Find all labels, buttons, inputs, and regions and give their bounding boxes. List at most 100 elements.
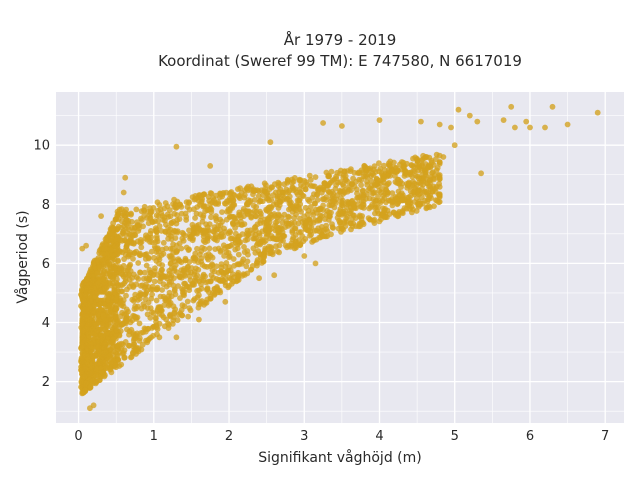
data-point (326, 173, 332, 179)
data-point (245, 251, 251, 258)
data-point (427, 179, 434, 186)
data-point (370, 196, 377, 203)
data-point (381, 214, 388, 221)
data-point (594, 109, 601, 116)
data-point (144, 215, 150, 221)
data-point (126, 249, 133, 256)
data-point (188, 269, 194, 276)
data-point (158, 267, 165, 273)
data-point (202, 229, 209, 236)
data-point (367, 204, 374, 210)
data-point (159, 271, 166, 278)
data-point (131, 341, 138, 347)
data-point (399, 209, 406, 216)
data-point (150, 310, 157, 317)
data-point (339, 123, 345, 129)
data-point (79, 286, 85, 293)
data-point (114, 343, 120, 349)
data-point (326, 202, 333, 209)
data-point (478, 170, 484, 177)
data-point (86, 321, 92, 328)
data-point (277, 199, 284, 205)
data-point (353, 186, 360, 193)
data-point (223, 260, 230, 266)
data-point (157, 206, 164, 213)
data-point (466, 112, 473, 119)
data-point (172, 201, 179, 208)
data-point (347, 208, 353, 215)
data-point (179, 229, 186, 236)
data-point (280, 233, 287, 239)
data-point (268, 212, 274, 218)
data-point (135, 260, 142, 266)
data-point (237, 185, 244, 192)
data-point (171, 227, 178, 234)
data-point (418, 118, 424, 125)
data-point (440, 154, 447, 160)
data-point (109, 227, 116, 233)
data-point (147, 314, 154, 321)
data-point (192, 215, 199, 221)
data-point (358, 177, 365, 184)
data-point (376, 117, 383, 123)
data-point (104, 316, 111, 323)
data-point (191, 281, 198, 288)
data-point (94, 280, 101, 287)
data-point (371, 216, 378, 223)
data-point (375, 193, 381, 200)
data-point (145, 325, 152, 332)
data-point (285, 178, 291, 184)
data-point (168, 255, 174, 262)
data-point (324, 228, 331, 235)
data-point (79, 320, 86, 327)
data-point (143, 262, 150, 269)
data-point (170, 241, 177, 248)
data-point (166, 207, 173, 214)
data-point (364, 173, 370, 180)
data-point (99, 334, 106, 340)
data-point (283, 220, 290, 227)
data-point (204, 286, 211, 292)
data-point (392, 168, 399, 175)
data-point (92, 321, 99, 328)
data-point (177, 295, 183, 301)
data-point (84, 326, 90, 332)
data-point (542, 124, 548, 131)
data-point (100, 257, 107, 263)
data-point (148, 228, 154, 234)
data-point (152, 225, 159, 232)
data-point (275, 232, 282, 239)
data-point (311, 237, 317, 244)
data-point (183, 217, 190, 223)
data-point (199, 298, 205, 304)
data-point (103, 365, 110, 371)
data-point (270, 192, 277, 199)
data-point (341, 218, 348, 225)
data-point (360, 205, 367, 211)
data-point (179, 312, 185, 319)
data-point (128, 218, 135, 225)
data-point (117, 313, 124, 320)
data-point (349, 197, 356, 204)
data-point (122, 267, 129, 274)
data-point (87, 306, 93, 312)
data-point (269, 184, 275, 191)
data-point (137, 269, 144, 276)
data-point (206, 245, 213, 252)
data-point (312, 260, 319, 267)
data-point (200, 212, 207, 219)
data-point (218, 264, 225, 271)
data-point (138, 244, 145, 251)
data-point (276, 212, 282, 219)
data-point (297, 241, 304, 247)
data-point (286, 206, 292, 213)
data-point (277, 186, 284, 192)
data-point (140, 301, 147, 307)
data-point (194, 272, 201, 279)
data-point (115, 356, 121, 363)
data-point (225, 249, 232, 256)
data-point (89, 352, 96, 359)
data-point (448, 124, 454, 131)
data-point (172, 235, 179, 242)
data-point (435, 191, 442, 198)
